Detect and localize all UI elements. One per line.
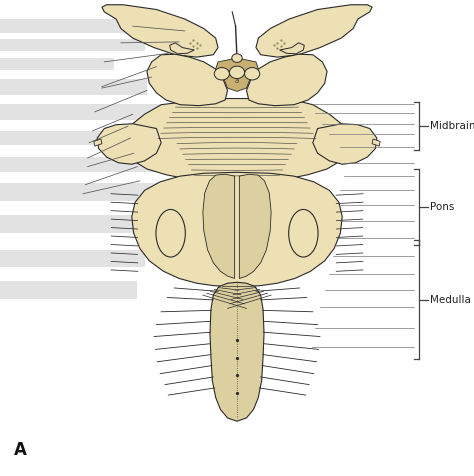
Bar: [0, 39, 145, 51]
Bar: [0, 104, 161, 120]
Polygon shape: [256, 5, 372, 57]
Polygon shape: [132, 172, 342, 287]
Ellipse shape: [245, 68, 260, 80]
Polygon shape: [216, 58, 258, 91]
Polygon shape: [210, 282, 264, 421]
Text: A: A: [14, 441, 27, 459]
Text: Medulla: Medulla: [430, 295, 471, 305]
Polygon shape: [94, 139, 102, 146]
Polygon shape: [372, 139, 380, 146]
Ellipse shape: [156, 209, 185, 257]
Bar: [0, 19, 168, 33]
Bar: [0, 250, 145, 267]
Polygon shape: [170, 43, 194, 54]
Polygon shape: [239, 174, 271, 278]
Text: Midbrain: Midbrain: [430, 121, 474, 131]
Bar: [0, 131, 145, 145]
Ellipse shape: [289, 209, 318, 257]
Bar: [0, 79, 147, 95]
Polygon shape: [147, 54, 228, 106]
Text: Pons: Pons: [430, 202, 454, 212]
Bar: [0, 157, 156, 172]
Bar: [0, 183, 168, 201]
Polygon shape: [126, 99, 348, 182]
Ellipse shape: [214, 68, 229, 80]
Polygon shape: [102, 5, 218, 57]
Text: a: a: [235, 78, 239, 84]
Ellipse shape: [232, 54, 242, 62]
Bar: [0, 58, 114, 70]
Polygon shape: [246, 54, 327, 106]
Polygon shape: [203, 174, 235, 278]
Polygon shape: [97, 124, 161, 164]
Ellipse shape: [229, 66, 245, 79]
Polygon shape: [280, 43, 304, 54]
Bar: [0, 281, 137, 299]
Bar: [0, 215, 161, 233]
Polygon shape: [313, 124, 377, 164]
